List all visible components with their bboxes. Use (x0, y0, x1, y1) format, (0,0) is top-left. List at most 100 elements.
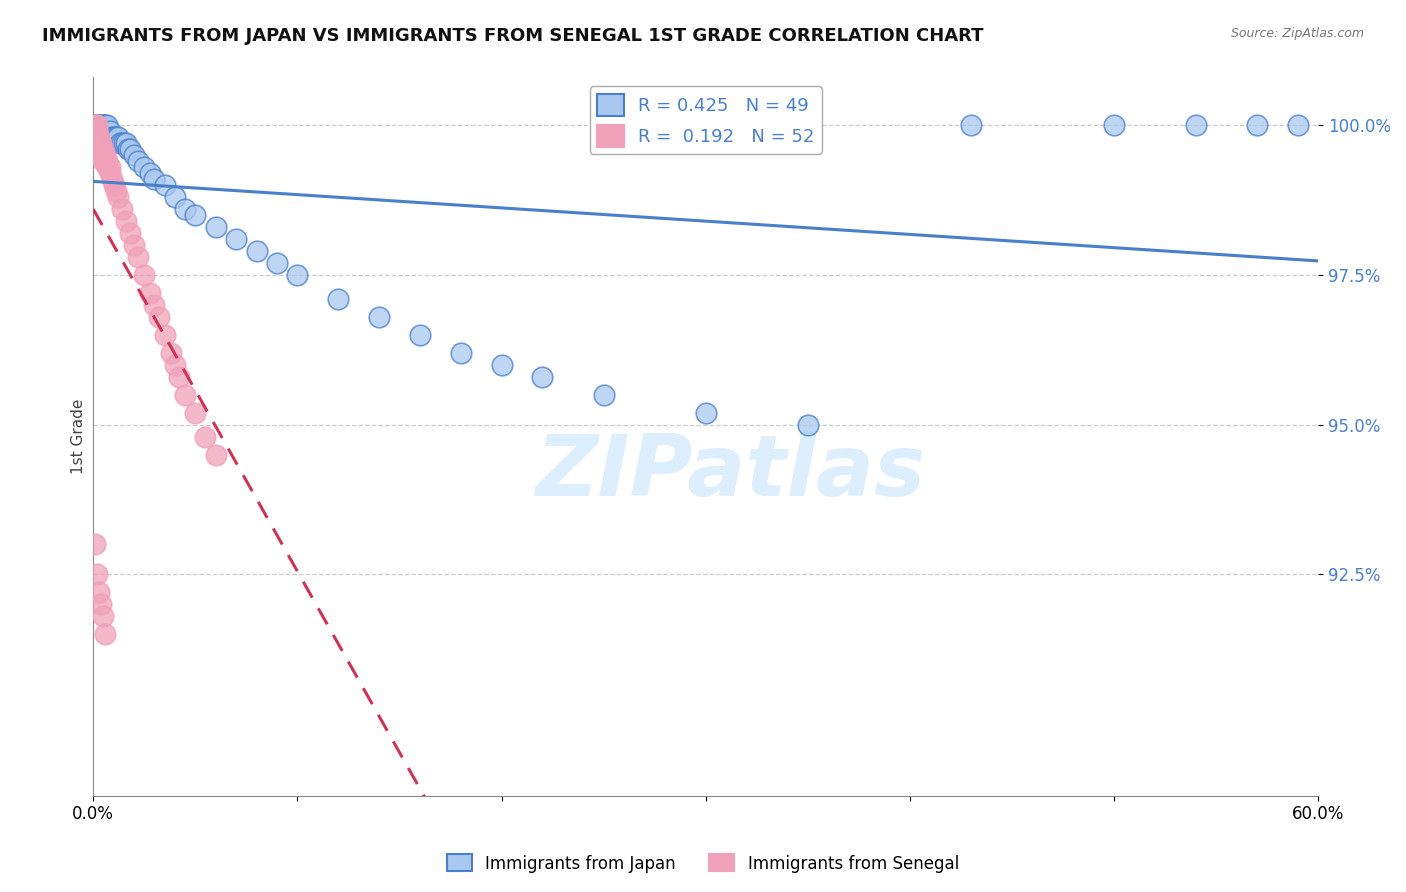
Point (245, 244, 267, 258)
Point (266, 256, 288, 270)
Point (98, 160, 121, 174)
Legend: Immigrants from Japan, Immigrants from Senegal: Immigrants from Japan, Immigrants from S… (440, 847, 966, 880)
Point (86, 567, 108, 582)
Point (194, 429, 217, 443)
Point (153, 327, 176, 342)
Point (143, 298, 166, 312)
Point (134, 268, 156, 282)
Point (93, 154, 115, 169)
Point (94, 627, 117, 641)
Point (139, 166, 162, 180)
Point (104, 130, 127, 145)
Point (409, 327, 432, 342)
Point (84, 130, 107, 145)
Point (103, 178, 125, 193)
Point (531, 369, 554, 384)
Point (100, 130, 122, 145)
Point (94, 119, 117, 133)
Point (122, 238, 145, 252)
Point (89, 148, 111, 162)
Point (86, 119, 108, 133)
Point (96, 119, 118, 133)
Point (90, 136, 112, 151)
Point (94, 154, 117, 169)
Point (148, 310, 170, 324)
Text: IMMIGRANTS FROM JAPAN VS IMMIGRANTS FROM SENEGAL 1ST GRADE CORRELATION CHART: IMMIGRANTS FROM JAPAN VS IMMIGRANTS FROM… (42, 27, 984, 45)
Point (111, 202, 134, 216)
Point (167, 369, 190, 384)
Point (163, 190, 186, 204)
Point (174, 387, 197, 401)
Point (127, 154, 149, 169)
Point (86, 119, 108, 133)
Point (112, 136, 135, 151)
Point (93, 119, 115, 133)
Point (960, 119, 983, 133)
Point (94, 148, 117, 162)
Point (84, 124, 107, 138)
Point (96, 160, 118, 174)
Point (1184, 119, 1206, 133)
Point (118, 226, 141, 240)
Point (84, 119, 107, 133)
Point (115, 136, 138, 151)
Point (84, 537, 107, 551)
Point (89, 119, 111, 133)
Point (98, 166, 121, 180)
Point (285, 268, 308, 282)
Point (89, 142, 111, 156)
Point (86, 130, 108, 145)
Point (108, 136, 131, 151)
Point (118, 142, 141, 156)
Point (100, 172, 122, 186)
Point (86, 119, 108, 133)
Point (163, 358, 186, 372)
Point (153, 178, 176, 193)
Point (90, 142, 112, 156)
Point (117, 142, 139, 156)
Point (204, 220, 226, 235)
Point (184, 208, 207, 222)
Point (127, 250, 149, 264)
Point (204, 448, 226, 462)
Point (115, 214, 138, 228)
Point (96, 154, 118, 169)
Point (89, 585, 111, 599)
Point (1246, 119, 1268, 133)
Text: Source: ZipAtlas.com: Source: ZipAtlas.com (1230, 27, 1364, 40)
Point (695, 406, 717, 420)
Point (84, 136, 107, 151)
Point (368, 310, 391, 324)
Point (139, 285, 162, 300)
Point (450, 346, 472, 360)
Point (107, 190, 129, 204)
Point (98, 124, 121, 138)
Point (107, 130, 129, 145)
Point (328, 292, 350, 306)
Point (174, 202, 197, 216)
Point (86, 142, 108, 156)
Point (143, 172, 166, 186)
Point (159, 346, 181, 360)
Point (93, 609, 115, 624)
Point (93, 142, 115, 156)
Point (225, 232, 247, 246)
Point (90, 119, 112, 133)
Point (184, 406, 207, 420)
Point (86, 124, 108, 138)
Point (89, 136, 111, 151)
Point (797, 417, 820, 432)
Point (93, 119, 115, 133)
Point (1102, 119, 1125, 133)
Legend: R = 0.425   N = 49, R =  0.192   N = 52: R = 0.425 N = 49, R = 0.192 N = 52 (589, 87, 823, 154)
Point (89, 119, 111, 133)
Point (1286, 119, 1309, 133)
Point (90, 597, 112, 611)
Point (84, 119, 107, 133)
Point (90, 148, 112, 162)
Point (104, 184, 127, 198)
Point (134, 160, 156, 174)
Point (491, 358, 513, 372)
Point (86, 136, 108, 151)
Point (93, 148, 115, 162)
